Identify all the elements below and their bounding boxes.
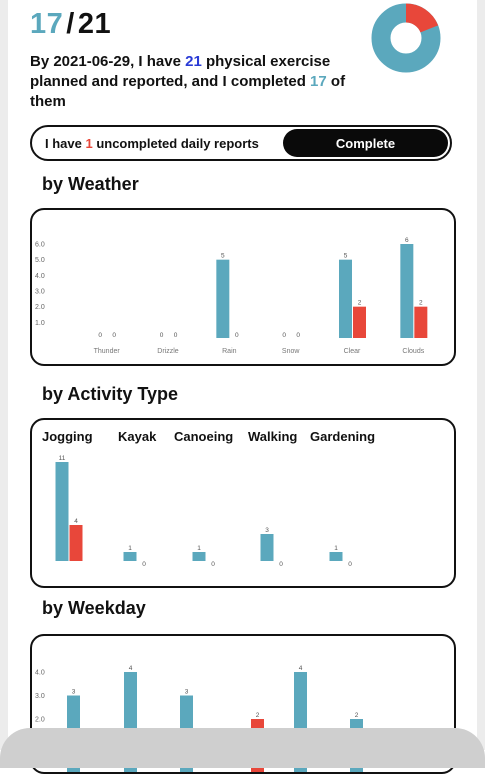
reports-suffix: uncompleted daily reports bbox=[92, 136, 259, 151]
bar-planned bbox=[339, 259, 352, 338]
bar-planned bbox=[260, 534, 274, 561]
legend-activity-label: Kayak bbox=[118, 429, 157, 444]
bar-value-label: 4 bbox=[129, 665, 133, 672]
bar-value-label: 2 bbox=[358, 300, 362, 307]
completion-donut-chart bbox=[371, 3, 441, 73]
donut-remaining-arc bbox=[405, 3, 439, 33]
summary-part-2: physical exercise planned and reported, … bbox=[30, 53, 331, 90]
bar-value-label: 2 bbox=[355, 712, 359, 719]
bar-value-label: 0 bbox=[174, 332, 178, 339]
completion-stat: 17/21 bbox=[30, 8, 111, 41]
bar-value-label: 11 bbox=[59, 455, 66, 462]
weather-bar-chart: 1.0 2.0 3.0 4.0 5.0 6.0 0 0 Thunder 0 0 Drizzle 5 0 Ra… bbox=[35, 237, 428, 355]
total-count: 21 bbox=[77, 8, 112, 40]
activity-chart-card: Jogging 11 4 Kayak 1 0 Canoeing 1 0 Walking 3 0 Gard… bbox=[30, 418, 456, 588]
bar-value-label: 3 bbox=[185, 689, 189, 696]
legend-activity-label: Canoeing bbox=[174, 429, 233, 444]
bar-value-label: 0 bbox=[296, 332, 300, 339]
section-title-weather: by Weather bbox=[42, 174, 139, 194]
bar-value-label: 0 bbox=[98, 332, 102, 339]
bar-planned bbox=[123, 552, 137, 561]
bar-value-label: 5 bbox=[344, 253, 348, 260]
y-tick-label: 6.0 bbox=[35, 242, 45, 249]
uncompleted-reports-text: I have 1 uncompleted daily reports bbox=[45, 136, 259, 151]
bar-value-label: 4 bbox=[74, 518, 78, 525]
bar-value-label: 0 bbox=[279, 561, 283, 568]
y-tick-label: 4.0 bbox=[35, 273, 45, 280]
y-tick-label: 2.0 bbox=[35, 304, 45, 311]
bar-value-label: 2 bbox=[256, 712, 260, 719]
x-category-label: Clouds bbox=[402, 348, 424, 355]
bar-planned bbox=[55, 462, 69, 561]
bar-completed bbox=[353, 306, 366, 338]
bar-value-label: 5 bbox=[221, 253, 225, 260]
section-title-weekday: by Weekday bbox=[42, 598, 146, 618]
x-category-label: Thunder bbox=[94, 348, 121, 355]
x-category-label: Clear bbox=[344, 348, 361, 355]
summary-total: 21 bbox=[185, 53, 202, 70]
bar-value-label: 0 bbox=[211, 561, 215, 568]
bar-value-label: 1 bbox=[334, 545, 338, 552]
bar-planned bbox=[329, 552, 343, 561]
uncompleted-reports-bar: I have 1 uncompleted daily reports Compl… bbox=[30, 125, 452, 161]
x-category-label: Snow bbox=[282, 348, 300, 355]
bar-value-label: 0 bbox=[235, 332, 239, 339]
y-tick-label: 3.0 bbox=[35, 289, 45, 296]
bar-completed bbox=[414, 306, 428, 338]
completed-count: 17 bbox=[30, 8, 64, 40]
weather-chart-card: 1.0 2.0 3.0 4.0 5.0 6.0 0 0 Thunder 0 0 Drizzle 5 0 Ra… bbox=[30, 208, 456, 366]
x-category-label: Rain bbox=[222, 348, 237, 355]
left-edge bbox=[0, 0, 8, 750]
bar-value-label: 1 bbox=[197, 545, 201, 552]
summary-part-1: By 2021-06-29, I have bbox=[30, 53, 186, 70]
bar-value-label: 4 bbox=[299, 665, 303, 672]
bar-value-label: 0 bbox=[142, 561, 146, 568]
y-tick-label: 4.0 bbox=[35, 670, 45, 677]
bottom-sheet-edge bbox=[0, 728, 485, 768]
bar-value-label: 0 bbox=[282, 332, 286, 339]
summary-part-3: of them bbox=[30, 73, 346, 110]
right-edge bbox=[477, 0, 485, 750]
bar-value-label: 3 bbox=[72, 689, 76, 696]
bar-completed bbox=[69, 525, 83, 561]
bar-value-label: 0 bbox=[112, 332, 116, 339]
y-tick-label: 1.0 bbox=[35, 320, 45, 327]
legend-activity-label: Walking bbox=[248, 429, 297, 444]
summary-completed: 17 bbox=[310, 73, 327, 90]
activity-bar-chart: Jogging 11 4 Kayak 1 0 Canoeing 1 0 Walking 3 0 Gard… bbox=[42, 429, 375, 568]
reports-prefix: I have bbox=[45, 136, 86, 151]
y-tick-label: 2.0 bbox=[35, 717, 45, 724]
bar-planned bbox=[400, 244, 414, 338]
bar-planned bbox=[192, 552, 206, 561]
bar-value-label: 0 bbox=[348, 561, 352, 568]
bar-value-label: 2 bbox=[419, 300, 423, 307]
section-title-activity: by Activity Type bbox=[42, 384, 179, 404]
bar-value-label: 3 bbox=[265, 527, 269, 534]
y-tick-label: 5.0 bbox=[35, 257, 45, 264]
complete-button[interactable]: Complete bbox=[283, 129, 448, 157]
legend-activity-label: Gardening bbox=[310, 429, 375, 444]
legend-activity-label: Jogging bbox=[42, 429, 93, 444]
bar-planned bbox=[216, 259, 230, 338]
uncompleted-count: 1 bbox=[85, 136, 93, 151]
bar-value-label: 6 bbox=[405, 237, 409, 244]
bar-value-label: 0 bbox=[160, 332, 164, 339]
stat-separator: / bbox=[66, 8, 75, 40]
y-tick-label: 3.0 bbox=[35, 693, 45, 700]
x-category-label: Drizzle bbox=[157, 348, 178, 355]
bar-value-label: 1 bbox=[128, 545, 132, 552]
summary-text: By 2021-06-29, I have 21 physical exerci… bbox=[30, 52, 360, 112]
